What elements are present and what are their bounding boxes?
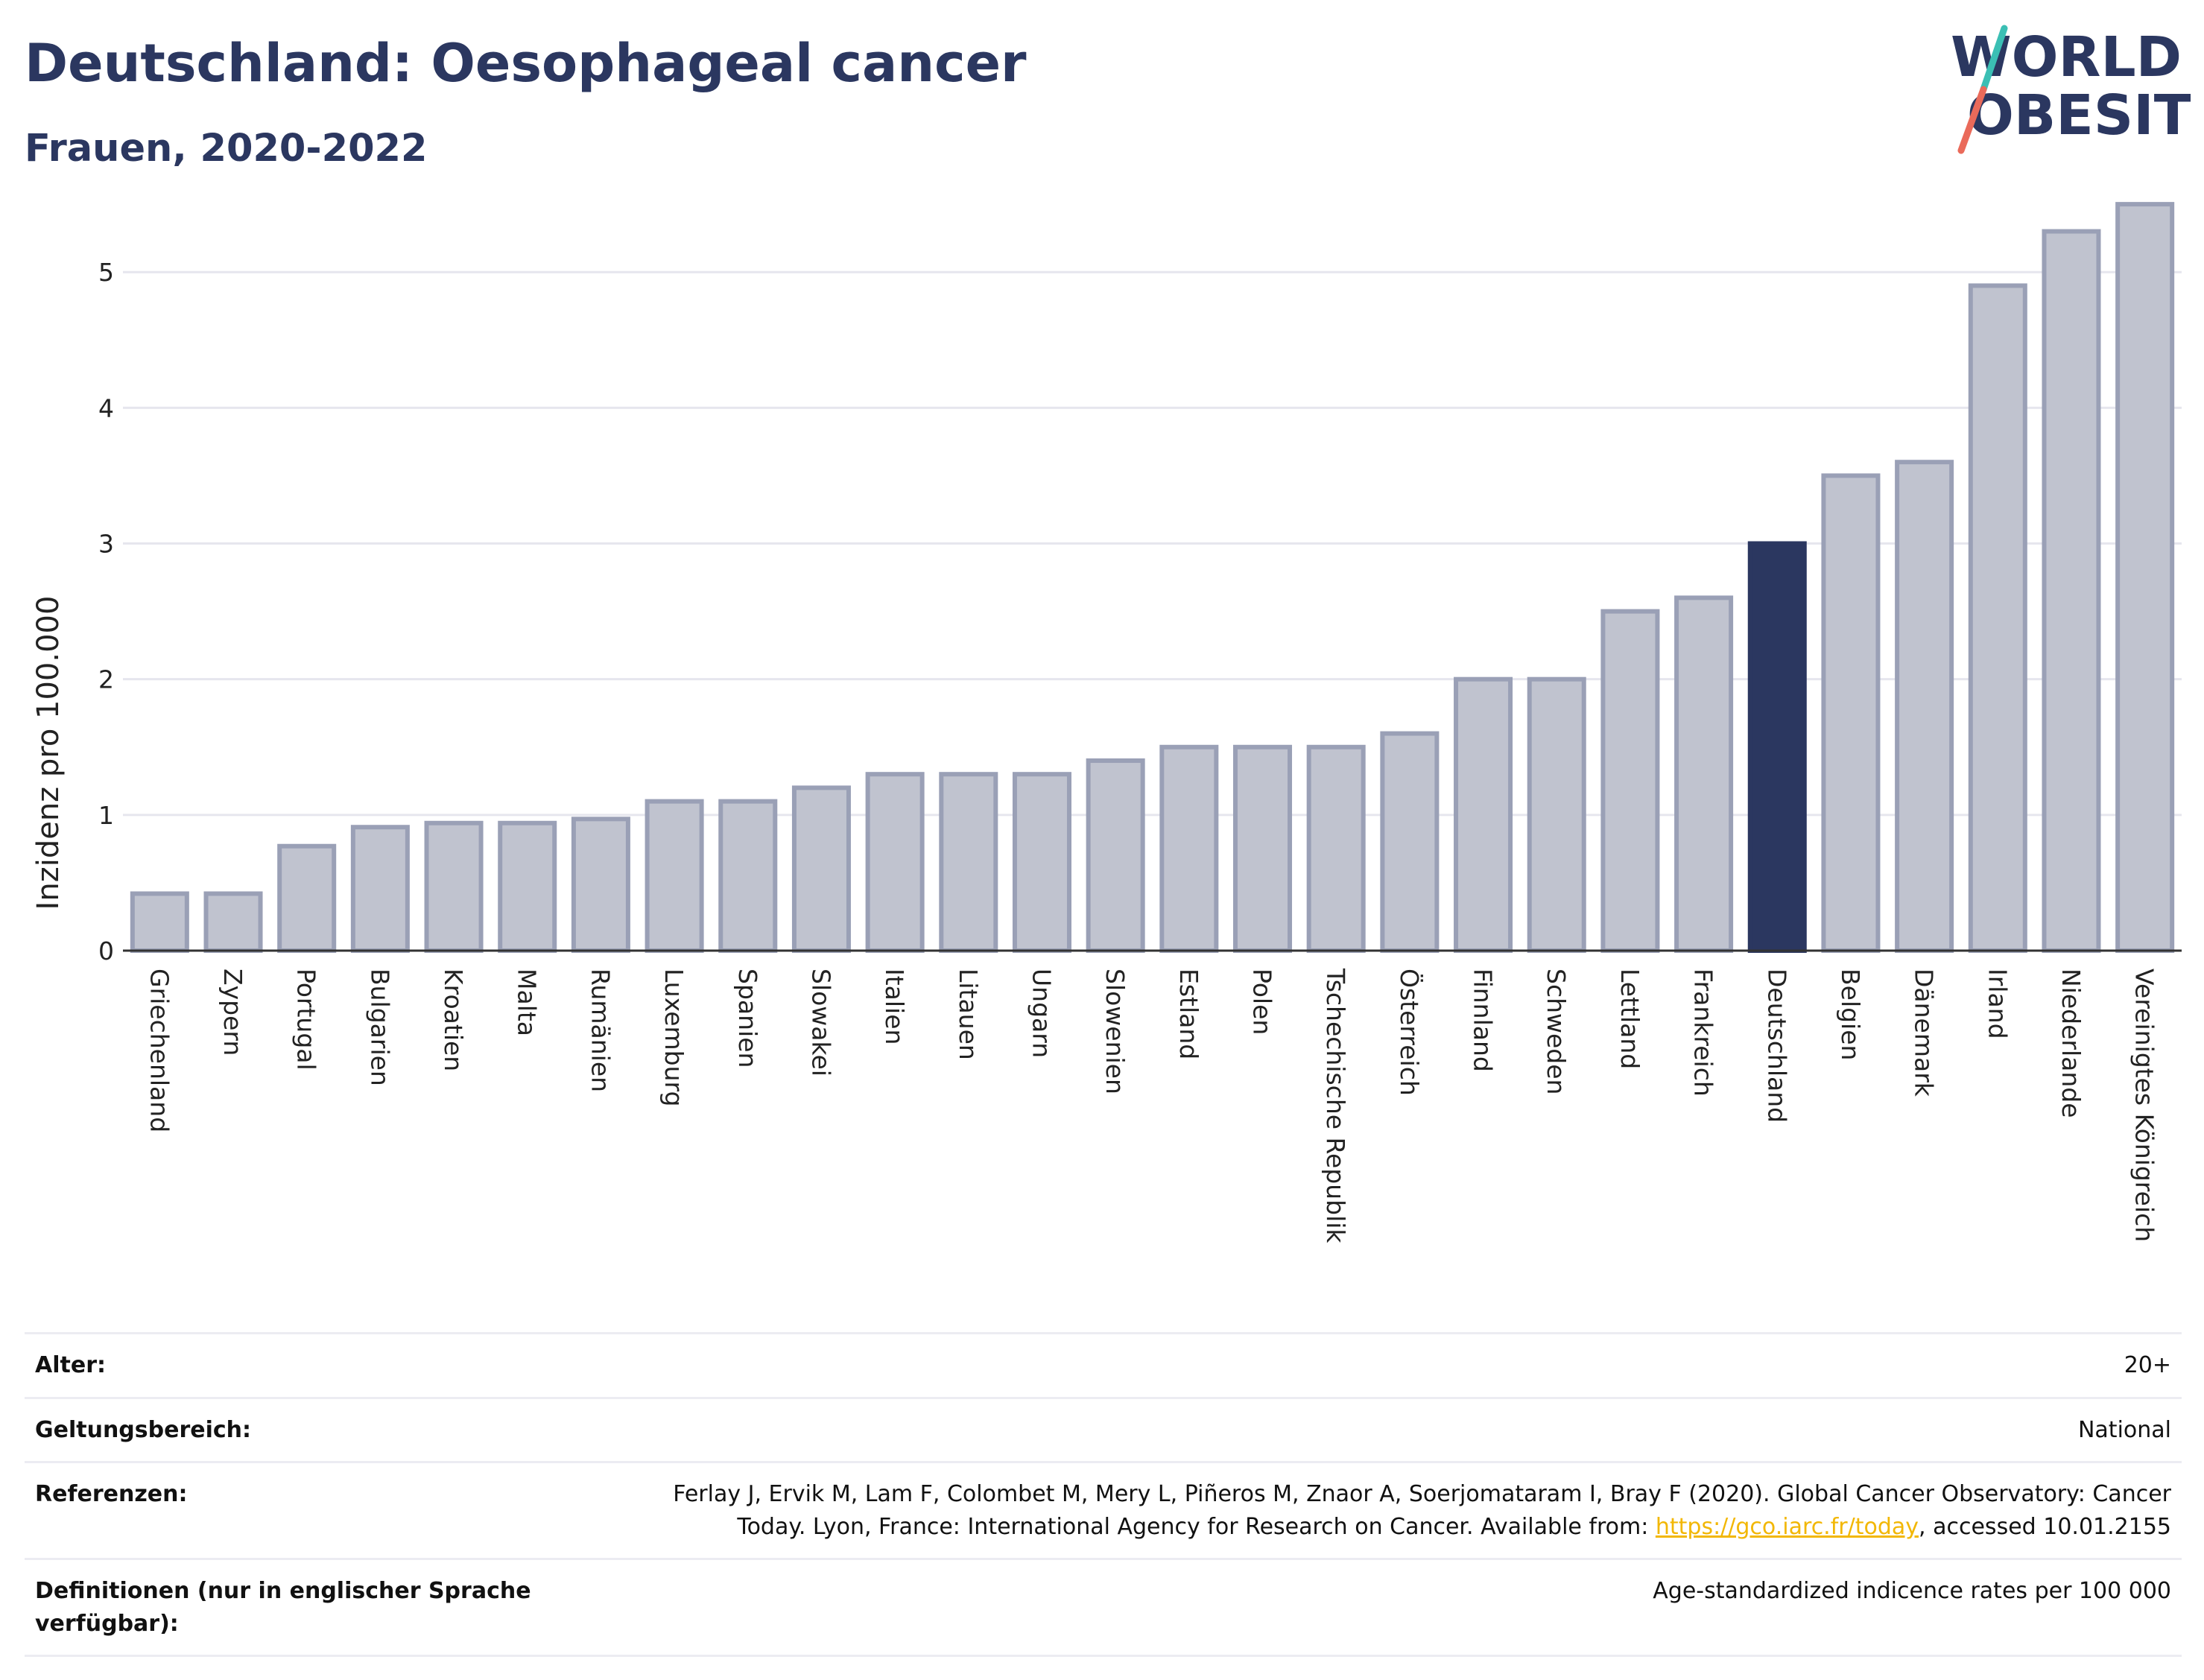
x-tick-label: Irland (1983, 969, 2012, 1039)
x-tick-label: Tschechische Republik (1321, 968, 1350, 1243)
bar-lettland[interactable] (1600, 609, 1660, 953)
x-tick-label: Niederlande (2056, 969, 2086, 1118)
x-tick-label: Griechenland (145, 969, 174, 1132)
chart-subtitle: Frauen, 2020-2022 (25, 127, 428, 171)
x-tick-label: Luxemburg (659, 969, 688, 1106)
bar-deutschland[interactable] (1747, 541, 1807, 954)
x-tick-label: Italien (880, 969, 909, 1045)
chart-title: Deutschland: Oesophageal cancer (25, 33, 1027, 94)
x-axis-ticks: Griechenland Zypern Portugal Bulgarien Kroat… (145, 968, 2159, 1243)
age-value: 20+ (2124, 1352, 2171, 1378)
x-tick-label: Belgien (1836, 969, 1865, 1060)
bar-finnland[interactable] (1454, 676, 1513, 953)
bar-chart: 0 1 2 3 4 5 Griechenland Zypern Portugal Bulgari… (31, 202, 2182, 1243)
bar-vereinigtes-königreich[interactable] (2115, 202, 2175, 954)
bar-kroatien[interactable] (424, 820, 484, 954)
logo-slash-top (1980, 25, 2008, 93)
y-tick-label: 4 (98, 393, 114, 422)
age-label: Alter: (35, 1352, 106, 1378)
bar-schweden[interactable] (1527, 676, 1586, 953)
logo-slash-bottom (1957, 86, 1987, 154)
bar-bulgarien[interactable] (350, 825, 410, 953)
meta-row-definitions: Definitionen (nur in englischer Sprache … (25, 1558, 2182, 1657)
bar-zypern[interactable] (203, 891, 263, 953)
x-tick-label: Finnland (1469, 969, 1498, 1072)
bar-slowenien[interactable] (1086, 758, 1145, 953)
bar-polen[interactable] (1233, 744, 1293, 954)
bar-italien[interactable] (865, 772, 925, 954)
definitions-label: Definitionen (nur in englischer Sprache … (35, 1578, 531, 1637)
bar-slowakei[interactable] (791, 785, 851, 953)
y-axis-label: Inzidenz pro 100.000 (31, 596, 66, 910)
x-tick-label: Dänemark (1910, 969, 1939, 1097)
meta-row-scope: Geltungsbereich: National (25, 1396, 2182, 1462)
y-tick-label: 3 (98, 530, 114, 559)
bar-luxemburg[interactable] (645, 799, 704, 954)
bar-malta[interactable] (498, 820, 557, 954)
y-tick-label: 0 (98, 936, 114, 966)
references-label: Referenzen: (35, 1481, 188, 1507)
meta-row-age: Alter: 20+ (25, 1332, 2182, 1397)
world-obesity-logo: WORLD OBESITY (1951, 25, 2191, 154)
x-tick-label: Estland (1174, 969, 1203, 1059)
bar-dänemark[interactable] (1895, 460, 1954, 954)
bar-frankreich[interactable] (1674, 595, 1734, 953)
bar-ungarn[interactable] (1012, 772, 1071, 954)
meta-row-references: Referenzen: Ferlay J, Ervik M, Lam F, Co… (25, 1461, 2182, 1558)
bar-estland[interactable] (1159, 744, 1219, 954)
bar-tschechische-republik[interactable] (1306, 744, 1366, 954)
bar-portugal[interactable] (277, 843, 337, 953)
bar-niederlande[interactable] (2042, 229, 2101, 954)
x-tick-label: Vereinigtes Königreich (2130, 969, 2159, 1242)
bar-österreich[interactable] (1380, 731, 1440, 953)
logo-text-obesity: OBESITY (1967, 83, 2191, 148)
references-accessed: , accessed 10.01.2155 (1919, 1513, 2171, 1540)
definitions-value: Age-standardized indicence rates per 100… (1653, 1578, 2171, 1604)
references-value: Ferlay J, Ervik M, Lam F, Colombet M, Me… (607, 1478, 2171, 1543)
x-tick-label: Lettland (1615, 969, 1644, 1069)
x-tick-label: Zypern (218, 969, 247, 1056)
x-tick-label: Spanien (733, 969, 762, 1068)
scope-value: National (2077, 1416, 2171, 1443)
x-tick-label: Slowenien (1101, 969, 1130, 1094)
x-tick-label: Deutschland (1762, 969, 1791, 1123)
bar-spanien[interactable] (718, 799, 778, 954)
references-text: Ferlay J, Ervik M, Lam F, Colombet M, Me… (673, 1481, 2171, 1540)
bar-litauen[interactable] (939, 772, 998, 954)
x-tick-label: Slowakei (806, 969, 835, 1077)
bar-griechenland[interactable] (130, 891, 189, 953)
x-tick-label: Schweden (1542, 969, 1571, 1094)
scope-label: Geltungsbereich: (35, 1416, 252, 1443)
y-tick-label: 2 (98, 665, 114, 694)
y-tick-label: 1 (98, 801, 114, 830)
x-tick-label: Polen (1248, 969, 1277, 1035)
bar-rumänien[interactable] (571, 817, 630, 953)
x-tick-label: Malta (513, 969, 542, 1036)
x-tick-label: Bulgarien (365, 969, 394, 1086)
metadata-table: Alter: 20+ Geltungsbereich: National Ref… (25, 1332, 2182, 1657)
x-tick-label: Rumänien (586, 969, 615, 1092)
x-tick-label: Frankreich (1689, 969, 1718, 1097)
y-tick-label: 5 (98, 258, 114, 287)
references-link[interactable]: https://gco.iarc.fr/today (1655, 1513, 1919, 1540)
x-tick-label: Kroatien (439, 969, 468, 1071)
bar-belgien[interactable] (1821, 473, 1881, 953)
x-tick-label: Litauen (954, 969, 983, 1060)
x-tick-label: Portugal (292, 969, 321, 1071)
bar-irland[interactable] (1968, 283, 2027, 954)
x-tick-label: Österreich (1395, 969, 1425, 1096)
y-axis-ticks: 0 1 2 3 4 5 (98, 258, 114, 966)
bars (130, 202, 2175, 954)
x-tick-label: Ungarn (1027, 969, 1056, 1058)
